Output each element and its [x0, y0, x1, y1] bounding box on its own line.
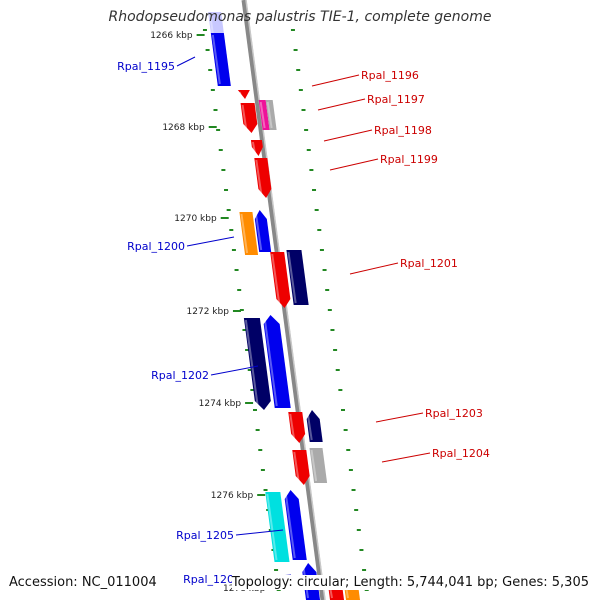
right-leader-line — [375, 412, 424, 423]
gene-arrow-red[interactable] — [237, 90, 250, 99]
map-title: Rhodopseudomonas palustris TIE-1, comple… — [108, 9, 492, 25]
gene-shading — [289, 413, 296, 442]
gene-shading — [310, 449, 318, 482]
gene-label-rpal_1200[interactable]: Rpal_1200 — [127, 240, 185, 253]
gene-label-rpal_1202[interactable]: Rpal_1202 — [151, 369, 209, 382]
right-leader-line — [311, 74, 360, 87]
left-leader-line — [210, 365, 259, 376]
gene-label-rpal_1206[interactable]: Rpal_1206 — [183, 573, 241, 586]
gene-arrow-red[interactable] — [288, 412, 306, 443]
gene-arrow-magenta[interactable] — [258, 100, 270, 130]
gene-arrow-red[interactable] — [254, 158, 272, 198]
gene-label-rpal_1198[interactable]: Rpal_1198 — [374, 124, 432, 137]
gene-arrow-blue[interactable] — [263, 315, 291, 408]
kbp-scale-label: 1266 kbp — [150, 31, 193, 41]
gene-arrow-gray[interactable] — [265, 100, 277, 130]
gene-shading — [266, 493, 278, 561]
right-leader-line — [329, 158, 379, 171]
kbp-scale-label: 1274 kbp — [199, 399, 242, 409]
gene-arrow-navy[interactable] — [286, 250, 309, 305]
gene-shading — [254, 211, 263, 251]
gene-shading — [244, 319, 259, 409]
gene-arrow-red[interactable] — [270, 252, 291, 308]
gene-shading — [211, 34, 221, 85]
gene-shading — [287, 251, 297, 304]
gene-label-rpal_1201[interactable]: Rpal_1201 — [400, 257, 458, 270]
kbp-scale-label: 1272 kbp — [187, 307, 230, 317]
gene-arrow-blue[interactable] — [284, 490, 307, 560]
gene-label-rpal_1199[interactable]: Rpal_1199 — [380, 153, 438, 166]
gene-shading — [263, 316, 278, 407]
kbp-scale-label: 1268 kbp — [162, 123, 205, 133]
gene-shading — [306, 411, 313, 441]
gene-label-rpal_1204[interactable]: Rpal_1204 — [432, 447, 490, 460]
kbp-scale-label: 1276 kbp — [211, 491, 254, 501]
gene-arrow-blue[interactable] — [254, 210, 272, 252]
gene-shading — [259, 101, 266, 129]
left-leader-line — [186, 236, 235, 247]
gene-shading — [240, 213, 249, 254]
gene-shading — [266, 101, 273, 129]
gene-arrow-red[interactable] — [250, 140, 263, 156]
left-leader-line — [176, 56, 196, 67]
gene-arrow-orange[interactable] — [239, 212, 259, 255]
gene-label-rpal_1203[interactable]: Rpal_1203 — [425, 407, 483, 420]
right-leader-line — [317, 98, 366, 111]
gene-shading — [293, 451, 300, 484]
gene-label-rpal_1197[interactable]: Rpal_1197 — [367, 93, 425, 106]
gene-arrow-cyan[interactable] — [265, 492, 290, 562]
gene-shading — [238, 91, 243, 98]
gene-shading — [271, 253, 281, 307]
right-leader-line — [381, 452, 431, 463]
gene-shading — [284, 491, 296, 559]
right-leader-line — [323, 129, 373, 142]
gene-arrow-red[interactable] — [240, 103, 258, 133]
topology-text: Topology: circular; Length: 5,744,041 bp… — [231, 575, 589, 590]
gene-arrow-gray[interactable] — [309, 448, 328, 483]
left-leader-line — [235, 529, 284, 536]
gene-shading — [241, 104, 248, 132]
gene-shading — [251, 141, 257, 155]
gene-shading — [255, 159, 263, 197]
gene-label-rpal_1196[interactable]: Rpal_1196 — [361, 69, 419, 82]
gene-arrow-red[interactable] — [292, 450, 310, 485]
accession-text: Accession: NC_011004 — [9, 575, 157, 590]
gene-label-rpal_1205[interactable]: Rpal_1205 — [176, 529, 234, 542]
gene-arrow-blue[interactable] — [210, 33, 231, 86]
gene-label-rpal_1195[interactable]: Rpal_1195 — [117, 60, 175, 73]
kbp-scale-label: 1270 kbp — [174, 214, 217, 224]
gene-arrow-navy[interactable] — [306, 410, 323, 442]
right-leader-line — [349, 262, 399, 275]
gene-arrow-navy[interactable] — [243, 318, 271, 410]
